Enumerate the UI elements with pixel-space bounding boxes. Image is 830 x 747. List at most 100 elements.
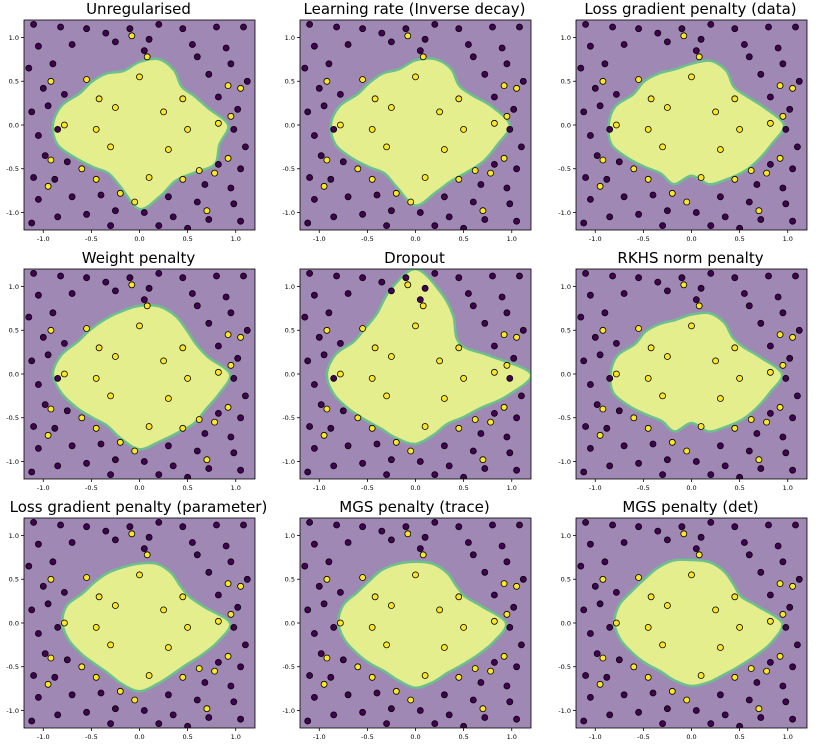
scatter-point-class0 <box>388 705 395 713</box>
scatter-point-class1 <box>354 663 362 671</box>
scatter-point-class0 <box>481 216 489 223</box>
scatter-point-class0 <box>697 284 705 292</box>
scatter-point-class0 <box>304 468 312 476</box>
scatter-point-class1 <box>763 667 771 675</box>
scatter-point-class1 <box>128 32 136 40</box>
scatter-point-class0 <box>383 720 390 728</box>
scatter-point-class0 <box>469 198 477 206</box>
x-tick-label: -0.5 <box>85 733 98 741</box>
scatter-point-class0 <box>740 41 748 48</box>
scatter-point-class1 <box>354 165 362 173</box>
scatter-point-class1 <box>596 431 604 439</box>
scatter-point-class0 <box>311 630 318 637</box>
scatter-point-class0 <box>664 207 671 215</box>
scatter-point-class1 <box>61 370 68 378</box>
scatter-point-class1 <box>479 207 487 215</box>
x-tick-label: 0.5 <box>182 235 192 243</box>
scatter-point-class1 <box>776 331 784 338</box>
scatter-point-class0 <box>620 193 628 201</box>
scatter-point-class1 <box>371 593 379 601</box>
scatter-point-class1 <box>412 322 419 330</box>
scatter-point-class0 <box>490 160 498 168</box>
scatter-point-class1 <box>107 392 114 400</box>
scatter-point-class1 <box>763 418 771 426</box>
scatter-point-class1 <box>440 644 448 651</box>
scatter-point-class1 <box>47 405 55 413</box>
scatter-point-class1 <box>755 207 763 215</box>
scatter-point-class1 <box>143 53 151 61</box>
scatter-point-class1 <box>323 77 331 85</box>
scatter-point-class0 <box>766 160 774 168</box>
scatter-point-class0 <box>489 272 496 280</box>
scatter-point-class0 <box>164 691 172 699</box>
scatter-point-class0 <box>230 623 238 631</box>
scatter-point-class0 <box>587 693 594 701</box>
scatter-point-class0 <box>481 714 489 721</box>
scatter-point-class1 <box>116 189 124 197</box>
scatter-point-class1 <box>599 326 607 334</box>
scatter-point-class0 <box>606 711 614 719</box>
scatter-point-class0 <box>41 401 49 409</box>
scatter-point-class0 <box>201 181 209 188</box>
scatter-point-class0 <box>311 693 318 701</box>
scatter-point-class0 <box>57 521 64 529</box>
scatter-point-class0 <box>593 401 601 409</box>
scatter-point-class1 <box>160 108 168 116</box>
scatter-point-class0 <box>83 523 90 531</box>
scatter-point-class1 <box>237 333 245 341</box>
y-tick-label: 0.5 <box>561 327 571 335</box>
scatter-point-class0 <box>179 25 187 33</box>
scatter-point-class0 <box>606 374 614 382</box>
scatter-point-class1 <box>599 654 607 662</box>
scatter-point-class0 <box>205 465 213 472</box>
scatter-point-class0 <box>513 217 521 225</box>
scatter-point-class0 <box>320 351 328 359</box>
scatter-point-class1 <box>388 602 395 609</box>
y-tick-label: 1.0 <box>561 283 571 291</box>
scatter-point-class1 <box>131 447 139 455</box>
scatter-point-class0 <box>707 269 715 277</box>
scatter-point-class1 <box>92 623 100 631</box>
scatter-point-class0 <box>596 351 604 359</box>
scatter-point-class0 <box>481 319 489 327</box>
scatter-point-class1 <box>712 357 720 365</box>
scatter-point-class1 <box>112 104 119 111</box>
scatter-point-class0 <box>503 558 511 566</box>
scatter-point-class0 <box>28 108 36 116</box>
scatter-point-class0 <box>580 219 588 227</box>
scatter-point-class1 <box>227 112 235 120</box>
scatter-point-class0 <box>582 174 589 181</box>
scatter-point-class1 <box>368 623 376 631</box>
scatter-point-class1 <box>143 302 151 310</box>
scatter-point-class1 <box>116 687 124 695</box>
scatter-point-class0 <box>736 722 743 728</box>
scatter-point-class0 <box>659 222 666 230</box>
scatter-point-class1 <box>337 370 344 378</box>
scatter-point-class0 <box>603 175 611 183</box>
scatter-point-class0 <box>402 25 410 33</box>
scatter-point-class0 <box>440 442 448 450</box>
scatter-point-class1 <box>224 82 232 89</box>
decision-region <box>329 57 512 207</box>
scatter-point-class0 <box>635 25 642 33</box>
scatter-point-class0 <box>786 603 794 611</box>
scatter-point-class1 <box>179 673 187 681</box>
subplot-6: RKHS norm penalty -1.0 -0.5 0.0 0.5 1.0 1.0 0.5… <box>552 249 829 498</box>
scatter-point-class0 <box>237 217 245 225</box>
x-tick-label: 0.5 <box>458 484 468 492</box>
scatter-point-class1 <box>731 344 739 352</box>
scatter-point-class0 <box>325 60 333 68</box>
scatter-point-class0 <box>227 309 235 317</box>
scatter-point-class1 <box>440 395 448 402</box>
scatter-point-class0 <box>766 409 774 417</box>
scatter-point-class1 <box>668 687 676 695</box>
scatter-point-class0 <box>635 210 642 218</box>
scatter-point-class1 <box>214 119 222 127</box>
scatter-point-class0 <box>697 533 705 541</box>
scatter-point-class0 <box>402 274 410 282</box>
scatter-point-class0 <box>659 720 666 728</box>
scatter-point-class0 <box>481 568 489 576</box>
x-tick-label: -0.5 <box>361 235 374 243</box>
scatter-point-class1 <box>371 344 379 352</box>
scatter-point-class1 <box>644 175 652 183</box>
